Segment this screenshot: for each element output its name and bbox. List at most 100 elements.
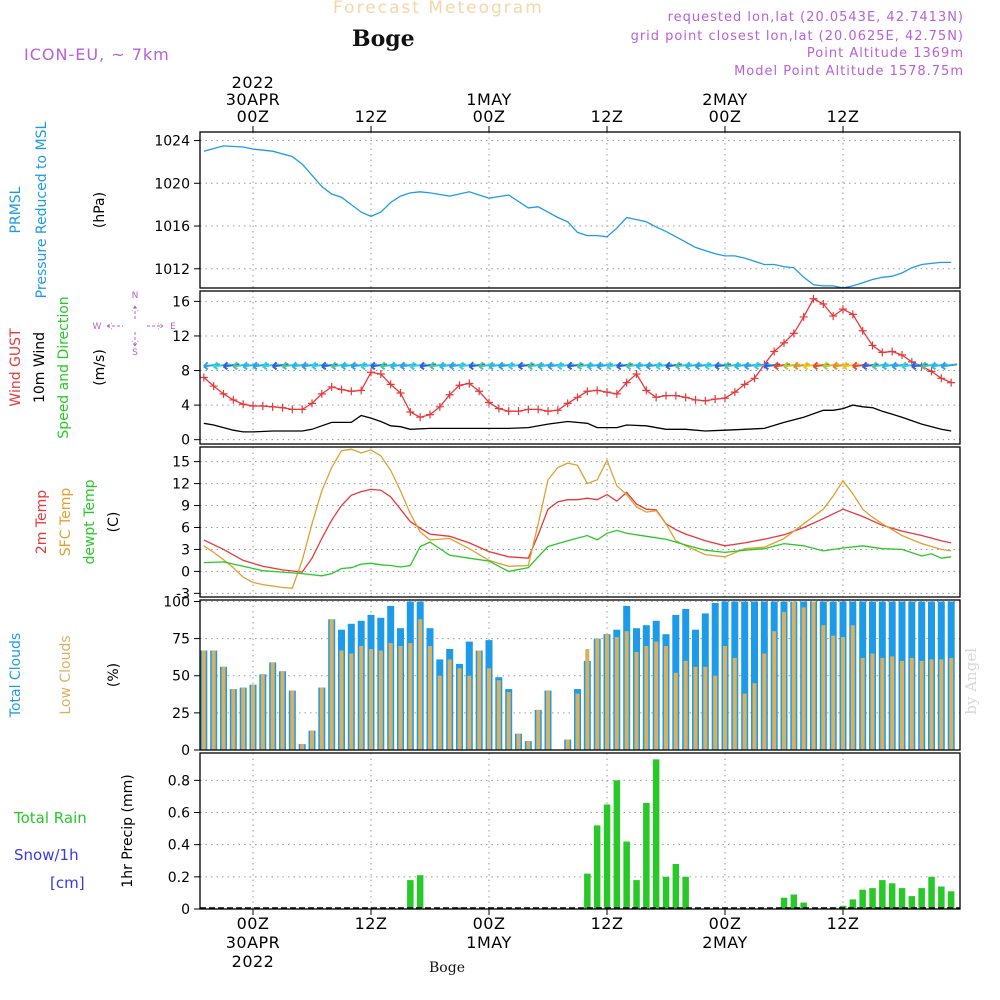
bar-low-clouds <box>900 660 904 750</box>
point-altitude: Point Altitude 1369m <box>806 46 964 61</box>
bar-low-clouds <box>329 619 334 750</box>
panel-frame <box>199 599 961 751</box>
bottom-time-label: 00Z <box>237 914 270 933</box>
y-tick-label: -3 <box>176 586 190 602</box>
bar-total-rain <box>584 873 591 909</box>
bar-total-rain <box>593 825 601 909</box>
location-name: Boge <box>352 26 415 52</box>
gust-point-marker <box>268 402 277 411</box>
gust-point-marker <box>671 391 680 400</box>
axis-label: Total Clouds <box>8 633 24 718</box>
gust-point-marker <box>298 405 307 414</box>
y-tick-label: 25 <box>172 706 190 722</box>
wind-direction-arrow <box>291 361 309 371</box>
compass-south: S <box>132 348 138 358</box>
gust-point-marker <box>878 348 887 357</box>
gust-point-marker <box>534 405 543 414</box>
bar-low-clouds <box>290 690 295 750</box>
bar-total-rain <box>908 896 916 909</box>
wind-direction-arrow <box>429 361 447 371</box>
bar-low-clouds <box>339 650 344 750</box>
wind-direction-arrow <box>340 361 358 371</box>
bar-total-rain <box>682 876 689 909</box>
gust-point-marker <box>485 398 493 407</box>
gust-point-marker <box>770 347 779 356</box>
bar-low-clouds <box>605 634 609 750</box>
bar-low-clouds <box>300 744 305 750</box>
gust-point-marker <box>829 312 838 321</box>
panel-frame <box>199 290 961 445</box>
gust-point-marker <box>662 391 670 400</box>
gust-point-marker <box>347 387 356 396</box>
wind-direction-arrow <box>665 361 683 371</box>
wind-direction-arrow <box>832 361 850 371</box>
wind-direction-arrow <box>655 361 673 371</box>
bar-total-rain <box>407 880 414 909</box>
wind-direction-arrow <box>409 361 427 371</box>
y-tick-label: 12 <box>172 477 190 493</box>
wind-direction-arrow <box>311 361 329 371</box>
wind-direction-arrow <box>753 361 771 371</box>
bottom-time-label: 12Z <box>827 914 860 933</box>
bar-low-clouds <box>575 693 580 750</box>
bar-low-clouds <box>791 601 796 750</box>
wind-direction-arrow <box>616 361 633 371</box>
axis-label: SFC Temp <box>58 488 74 557</box>
bar-low-clouds <box>477 650 482 750</box>
wind-direction-arrow <box>488 361 506 371</box>
bar-low-clouds <box>201 650 206 750</box>
gust-point-marker <box>799 312 808 321</box>
series-line-sfc-temp <box>203 448 952 589</box>
bottom-time-label: 12Z <box>591 914 624 933</box>
bar-low-clouds <box>949 657 954 750</box>
axis-label: Speed and Direction <box>56 296 72 438</box>
gust-point-marker <box>947 378 956 387</box>
bar-total-rain <box>938 886 945 909</box>
model-label: ICON-EU, ~ 7km <box>24 45 170 64</box>
gust-point-marker <box>888 347 897 356</box>
gust-point-marker <box>209 382 218 391</box>
gust-point-marker <box>750 374 759 383</box>
wind-direction-arrow <box>911 361 928 371</box>
bar-low-clouds <box>270 662 275 750</box>
compass-east: E <box>170 322 176 332</box>
y-tick-label: 1024 <box>154 134 190 150</box>
wind-direction-arrow <box>891 361 909 371</box>
bar-low-clouds <box>467 675 472 750</box>
gust-point-marker <box>524 405 533 414</box>
wind-direction-arrow <box>399 361 417 371</box>
y-tick-label: 0 <box>181 433 190 449</box>
panel-frame <box>199 752 961 910</box>
panel-frame <box>199 131 961 289</box>
bar-low-clouds <box>457 668 462 750</box>
wind-direction-arrow <box>478 361 496 371</box>
top-time-label: 2MAY <box>702 90 747 109</box>
compass-west: W <box>93 322 102 332</box>
bar-low-clouds <box>310 730 314 750</box>
bar-total-rain <box>918 888 925 909</box>
bar-low-clouds <box>939 659 944 750</box>
wind-direction-arrow <box>596 361 614 371</box>
wind-direction-arrow <box>419 361 437 371</box>
bar-low-clouds <box>742 693 747 750</box>
panel-temperature: -3 0 3 6 9 12 15 2m Temp SFC Temp dewpt Temp (C) <box>34 446 961 602</box>
gust-point-marker <box>740 380 749 389</box>
y-tick-label: 9 <box>181 499 190 515</box>
bar-low-clouds <box>526 741 531 750</box>
gust-point-marker <box>839 305 847 314</box>
wind-direction-arrow <box>262 361 279 371</box>
y-tick-label: 0.2 <box>168 870 190 886</box>
top-time-label: 12Z <box>355 107 388 126</box>
gust-point-marker <box>868 341 877 350</box>
bar-low-clouds <box>369 649 373 750</box>
bar-low-clouds <box>585 649 590 750</box>
y-tick-label: 3 <box>181 542 190 558</box>
bar-total-rain <box>672 864 680 909</box>
gust-point-marker <box>544 407 552 416</box>
gust-point-marker <box>514 407 523 416</box>
wind-direction-arrow <box>871 361 889 371</box>
wind-direction-arrow <box>566 361 584 371</box>
wind-direction-arrow <box>586 361 604 371</box>
bar-low-clouds <box>919 660 924 750</box>
gust-point-marker <box>396 389 405 397</box>
